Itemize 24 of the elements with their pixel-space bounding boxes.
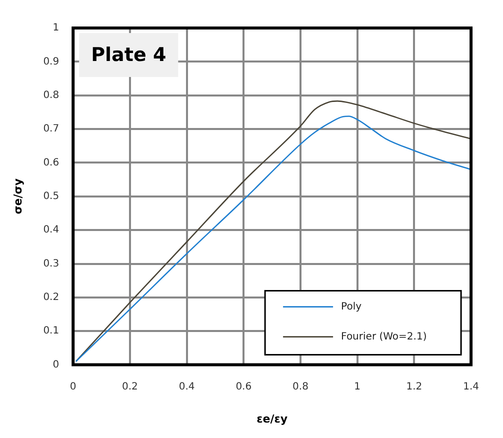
x-tick-label: 0.4 xyxy=(178,381,195,392)
y-tick-label: 0.6 xyxy=(43,157,60,168)
y-tick-label: 0.4 xyxy=(43,224,60,236)
y-tick-label: 0.2 xyxy=(43,292,60,304)
x-tick-label: 0.6 xyxy=(236,381,252,392)
text: Plate 4 xyxy=(91,44,166,66)
x-axis-title: εe/εy xyxy=(256,412,288,426)
y-tick-label: 0 xyxy=(52,359,60,370)
y-tick-label: 1 xyxy=(52,22,60,34)
x-tick-label: 1.2 xyxy=(406,381,422,392)
y-tick-label: 0.7 xyxy=(43,124,60,135)
y-axis-title: σe/σy xyxy=(11,178,24,214)
y-tick-label: 0.9 xyxy=(43,56,60,68)
x-tick-label: 1.4 xyxy=(463,381,479,392)
y-tick-label: 0.8 xyxy=(43,90,60,101)
legend-label: Poly xyxy=(341,301,362,312)
x-tick-label: 0.2 xyxy=(122,381,138,392)
y-tick-label: 0.5 xyxy=(43,190,60,202)
y-tick-label: 0.1 xyxy=(43,326,60,337)
legend-label: Fourier (Wo=2.1) xyxy=(341,331,427,342)
y-tick-label: 0.3 xyxy=(43,258,60,270)
x-tick-label: 0 xyxy=(70,381,76,392)
x-tick-label: 1 xyxy=(354,381,361,392)
x-tick-label: 0.8 xyxy=(292,381,308,392)
